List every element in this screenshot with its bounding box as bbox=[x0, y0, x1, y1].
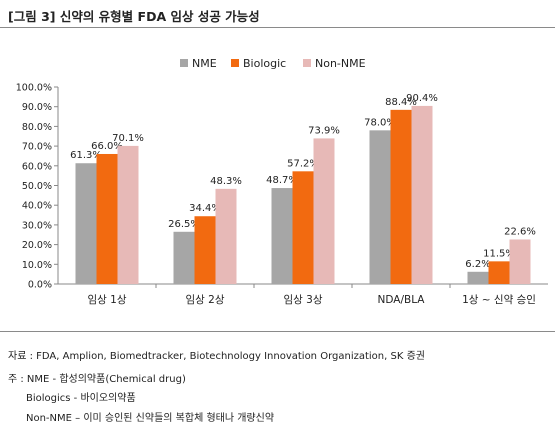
data-label-1-4: 78.0% bbox=[364, 117, 396, 128]
bar-1-2 bbox=[173, 231, 195, 284]
legend-swatch-1 bbox=[180, 59, 188, 67]
source-divider bbox=[0, 331, 555, 332]
data-label-3-1: 70.1% bbox=[112, 133, 144, 144]
y-tick-label: 90.0% bbox=[22, 102, 52, 113]
data-label-3-4: 90.4% bbox=[406, 93, 438, 104]
bar-3-2 bbox=[215, 188, 237, 284]
legend-label-3: Non-NME bbox=[315, 57, 366, 70]
footnote-nme: 주 : NME - 합성의약품(Chemical drug) bbox=[8, 374, 186, 385]
data-label-2-3: 57.2% bbox=[287, 158, 319, 169]
legend-swatch-2 bbox=[231, 59, 239, 67]
bar-1-4 bbox=[369, 130, 391, 284]
data-label-1-5: 6.2% bbox=[465, 259, 490, 270]
bar-2-1 bbox=[96, 153, 118, 284]
x-tick-label-4: NDA/BLA bbox=[378, 294, 426, 306]
bar-2-4 bbox=[390, 109, 412, 285]
bar-chart: NME Biologic Non-NME 0.0% 10.0% 20.0% 30.0% 40.… bbox=[16, 57, 548, 306]
title-divider bbox=[0, 27, 555, 28]
x-tick-label-1: 임상 1상 bbox=[88, 293, 127, 306]
legend-label-1: NME bbox=[192, 57, 217, 70]
bar-1-3 bbox=[271, 188, 293, 284]
data-label-3-2: 48.3% bbox=[210, 176, 242, 187]
bar-3-1 bbox=[117, 145, 139, 284]
x-tick-label-5: 1상 ~ 신약 승인 bbox=[462, 294, 536, 306]
bar-3-5 bbox=[509, 239, 531, 284]
footnote-biologics: Biologics - 바이오의약품 bbox=[26, 393, 136, 404]
bar-1-1 bbox=[75, 163, 97, 284]
data-label-2-2: 34.4% bbox=[189, 203, 221, 214]
data-label-3-3: 73.9% bbox=[308, 125, 340, 136]
y-tick-label: 50.0% bbox=[22, 181, 52, 192]
y-tick-label: 80.0% bbox=[22, 122, 52, 133]
source-note: 자료 : FDA, Amplion, Biomedtracker, Biotec… bbox=[8, 351, 425, 362]
data-label-1-3: 48.7% bbox=[266, 175, 298, 186]
y-tick-label: 10.0% bbox=[22, 260, 52, 271]
figure-title: [그림 3] 신약의 유형별 FDA 임상 성공 가능성 bbox=[8, 9, 260, 24]
data-label-1-2: 26.5% bbox=[168, 219, 200, 230]
y-tick-label: 40.0% bbox=[22, 201, 52, 212]
data-label-2-4: 88.4% bbox=[385, 97, 417, 108]
data-label-3-5: 22.6% bbox=[504, 226, 536, 237]
y-tick-label: 30.0% bbox=[22, 220, 52, 231]
y-tick-label: 100.0% bbox=[16, 83, 52, 94]
bar-2-5 bbox=[488, 261, 510, 284]
data-label-2-5: 11.5% bbox=[483, 248, 515, 259]
data-label-1-1: 61.3% bbox=[70, 150, 102, 161]
bar-2-3 bbox=[292, 171, 314, 284]
footnote-non-nme: Non-NME – 이미 승인된 신약들의 복합체 형태나 개량신약 bbox=[26, 413, 275, 424]
bar-1-5 bbox=[467, 271, 489, 284]
y-tick-label: 60.0% bbox=[22, 161, 52, 172]
y-tick-label: 20.0% bbox=[22, 240, 52, 251]
data-label-2-1: 66.0% bbox=[91, 141, 123, 152]
x-tick-label-3: 임상 3상 bbox=[284, 293, 323, 306]
y-tick-label: 70.0% bbox=[22, 142, 52, 153]
legend-swatch-3 bbox=[303, 59, 311, 67]
y-tick-label: 0.0% bbox=[28, 280, 52, 291]
x-tick-label-2: 임상 2상 bbox=[186, 293, 225, 306]
bar-2-2 bbox=[194, 216, 216, 284]
legend-label-2: Biologic bbox=[243, 57, 286, 70]
bar-3-3 bbox=[313, 138, 335, 284]
bar-3-4 bbox=[411, 105, 433, 284]
